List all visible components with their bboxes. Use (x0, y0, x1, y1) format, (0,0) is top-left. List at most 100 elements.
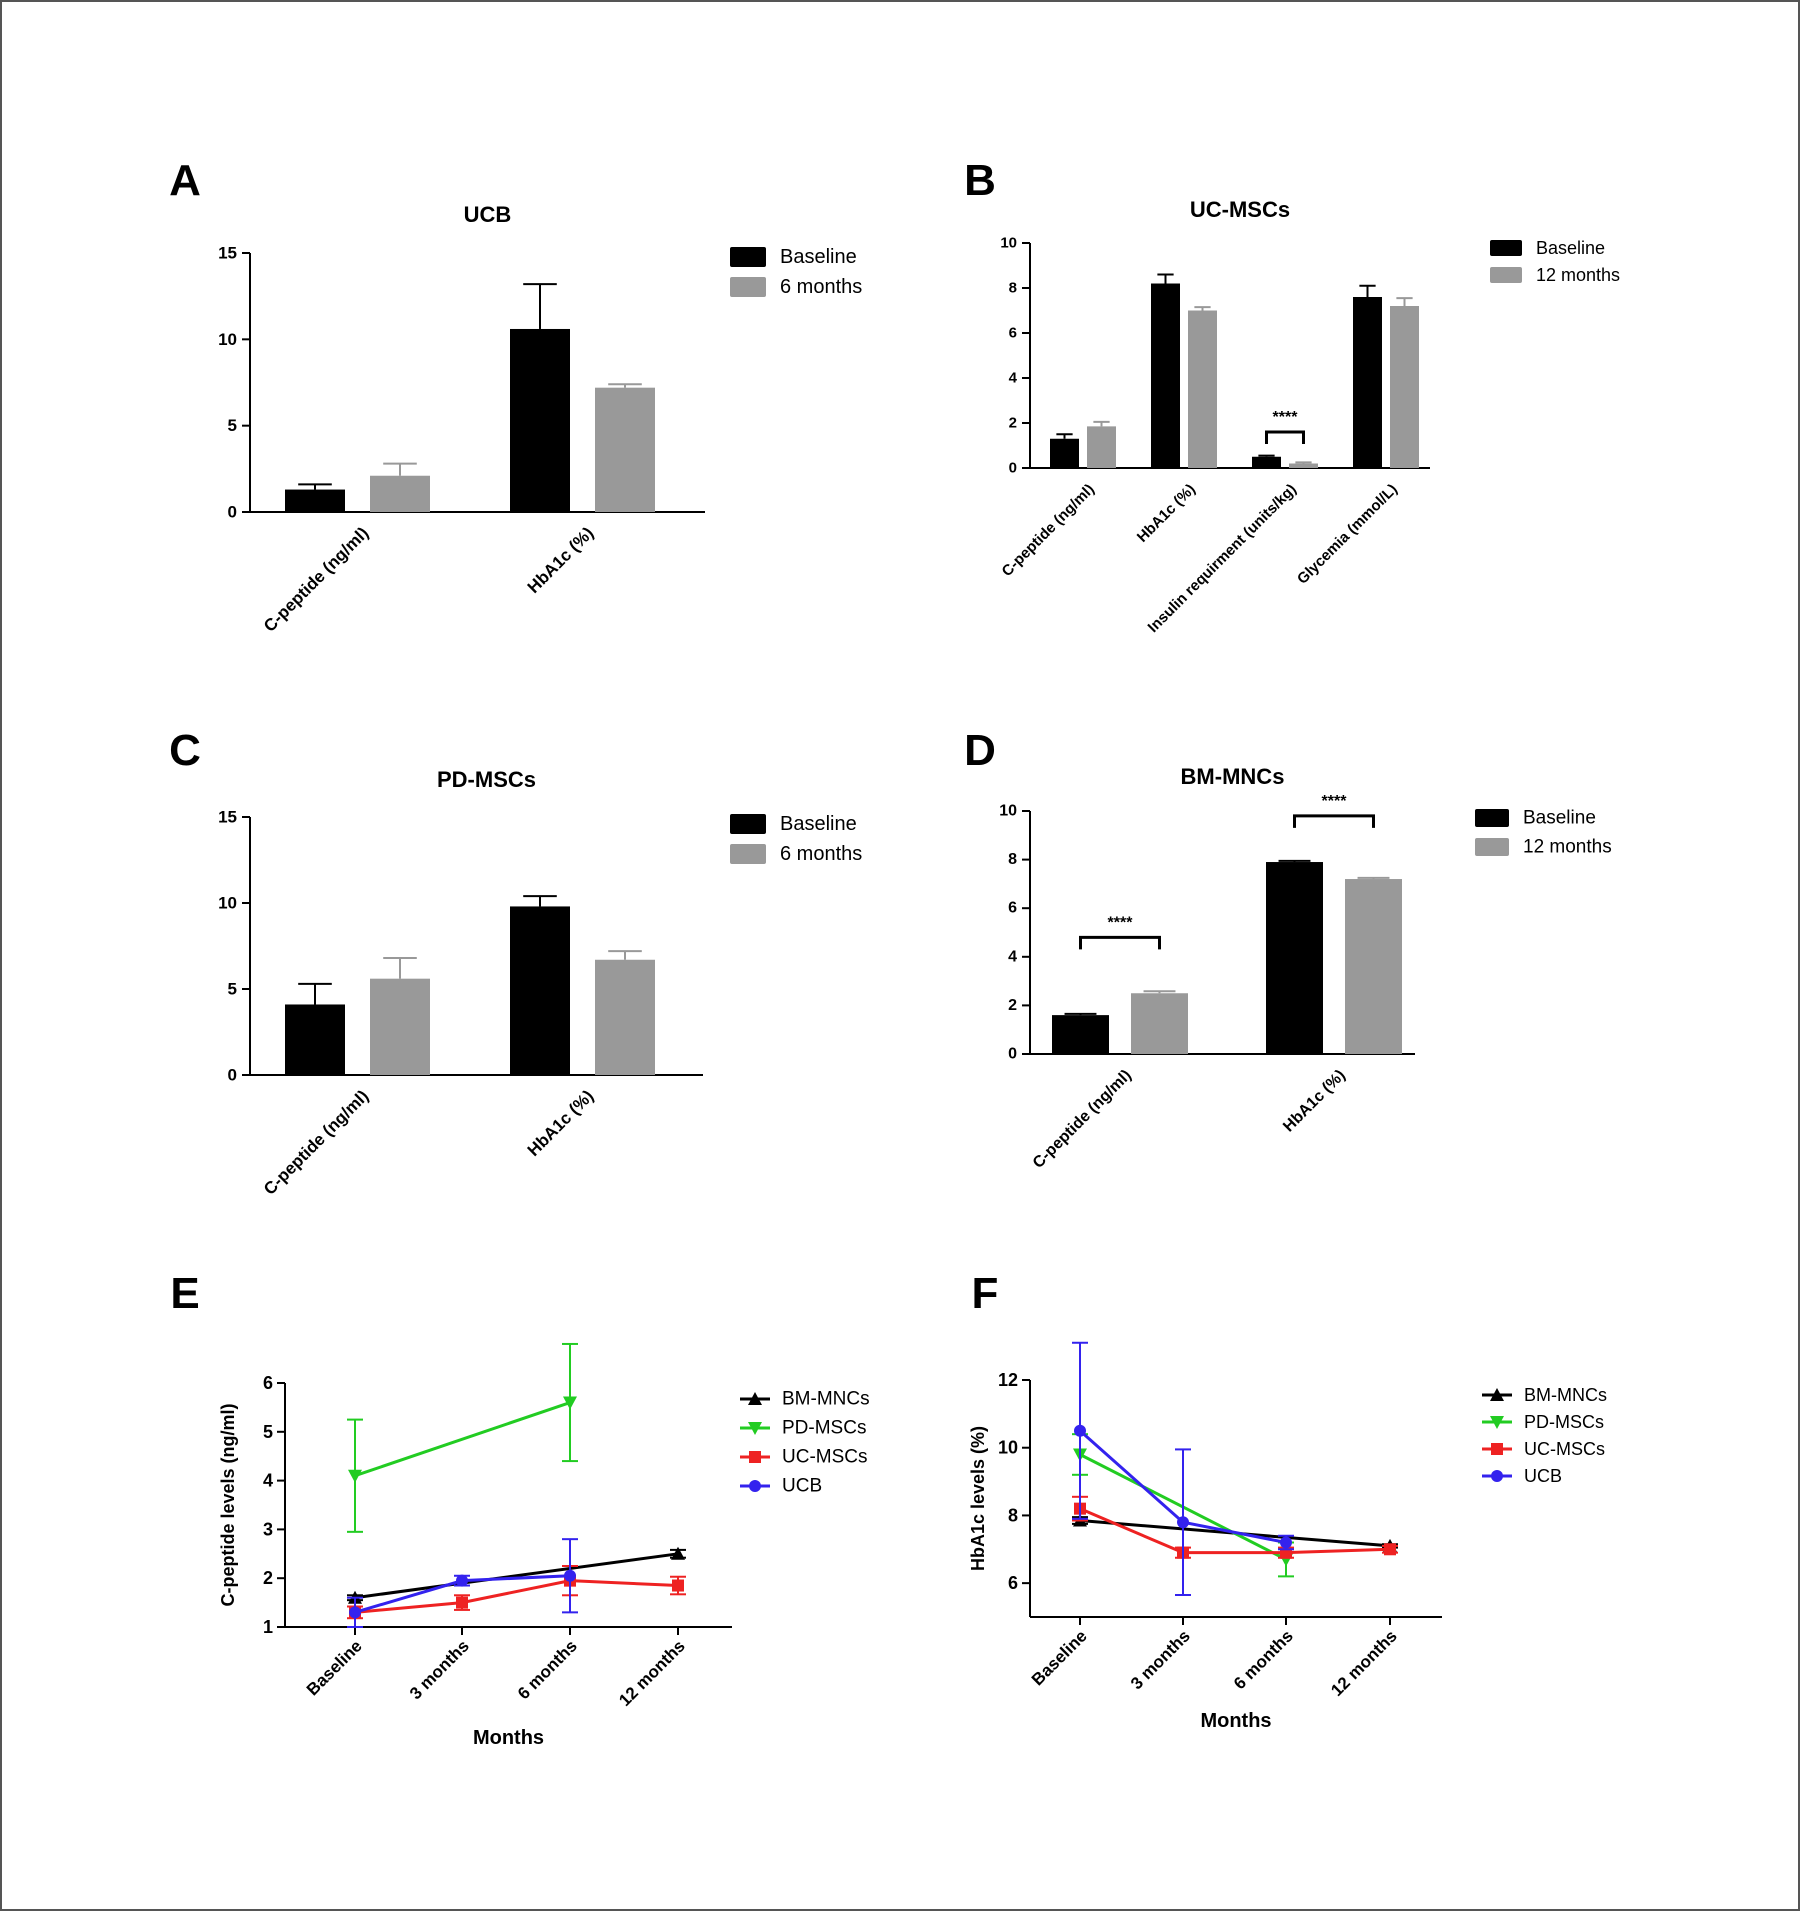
legend-marker (749, 1451, 761, 1463)
y-tick-label: 8 (1008, 1505, 1018, 1525)
legend-marker (749, 1480, 761, 1492)
x-tick-label: C-peptide (ng/ml) (260, 523, 372, 635)
y-tick-label: 10 (998, 1438, 1018, 1458)
y-tick-label: 1 (263, 1617, 273, 1637)
legend-label: PD-MSCs (782, 1418, 866, 1439)
legend-label: BM-MNCs (1524, 1385, 1607, 1405)
series-line-uc-mscs (1079, 1507, 1391, 1555)
bar (285, 1004, 345, 1075)
x-tick-label: C-peptide (ng/ml) (260, 1086, 372, 1198)
x-tick-label: HbA1c (%) (524, 523, 598, 597)
y-axis-label: HbA1c levels (%) (968, 1426, 988, 1571)
data-point-ucb (1280, 1536, 1292, 1549)
panel-e-chart: 1 2 3 4 5 6 Baseline 3 months 6 months 12 months C… (218, 1342, 870, 1749)
bar (370, 978, 430, 1075)
x-tick-label: C-peptide (ng/ml) (1030, 1067, 1135, 1172)
series-line-uc-mscs (354, 1579, 679, 1614)
y-axis-label: C-peptide levels (ng/ml) (218, 1403, 238, 1606)
y-tick-label: 4 (1008, 948, 1017, 965)
legend-label: UCB (1524, 1466, 1562, 1486)
y-tick-label: 12 (998, 1370, 1018, 1390)
data-point-pd-mscs (563, 1396, 577, 1410)
data-point-pd-mscs (348, 1469, 362, 1483)
legend-swatch (730, 814, 766, 834)
y-tick-label: 10 (218, 894, 237, 913)
data-point-ucb (1177, 1516, 1189, 1529)
panel-label-f: F (972, 1269, 999, 1318)
data-point-ucb (1074, 1424, 1086, 1437)
y-tick-label: 8 (1008, 851, 1017, 868)
x-tick-label: HbA1c (%) (524, 1086, 598, 1160)
bar (1345, 879, 1402, 1054)
y-tick-label: 0 (1009, 460, 1017, 477)
panel-label-d: D (964, 726, 996, 775)
legend-swatch (1475, 809, 1509, 827)
legend-marker (1490, 1388, 1504, 1401)
x-tick-label: Glycemia (mmol/L) (1294, 481, 1401, 588)
legend-label: 6 months (780, 276, 862, 298)
bar (285, 489, 345, 512)
bar (595, 959, 655, 1075)
bar (1188, 310, 1217, 468)
panel-d-chart: BM-MNCs 0 2 4 6 8 10 C-peptide (ng/ml) HbA1c (%)… (999, 764, 1612, 1172)
legend-label: 6 months (780, 843, 862, 865)
legend-label: 12 months (1536, 265, 1620, 285)
panel-label-e: E (170, 1269, 199, 1318)
bar (510, 906, 570, 1075)
y-tick-label: 4 (263, 1471, 273, 1491)
legend-swatch (730, 247, 766, 267)
y-tick-label: 6 (263, 1373, 273, 1393)
legend-marker (1491, 1470, 1503, 1482)
legend-label: PD-MSCs (1524, 1412, 1604, 1432)
y-tick-label: 2 (1008, 997, 1017, 1014)
bar (1151, 283, 1180, 468)
y-tick-label: 0 (1008, 1046, 1017, 1063)
x-tick-label: 12 months (615, 1636, 689, 1710)
bar (1252, 456, 1281, 468)
legend-label: Baseline (1523, 808, 1596, 829)
legend-label: Baseline (780, 813, 857, 835)
panel-f-chart: 6 8 10 12 Baseline 3 months 6 months 12 months H… (968, 1341, 1607, 1732)
panel-label-b: B (964, 156, 996, 205)
y-tick-label: 2 (1009, 415, 1017, 432)
panel-a-chart: UCB 0 5 10 15 C-peptide (ng/ml) HbA1c (%) Basel… (218, 202, 862, 636)
legend-label: 12 months (1523, 837, 1612, 858)
bar (1050, 438, 1079, 468)
y-tick-label: 0 (228, 1066, 237, 1085)
bar (370, 475, 430, 512)
data-point-uc-mscs (456, 1596, 468, 1609)
legend-marker (748, 1422, 762, 1435)
bar (1266, 862, 1323, 1054)
y-tick-label: 8 (1009, 280, 1017, 297)
legend-label: UCB (782, 1476, 822, 1497)
legend-swatch (1490, 267, 1522, 283)
data-point-ucb (456, 1574, 468, 1587)
data-point-bm-mncs (671, 1546, 685, 1560)
data-point-uc-mscs (672, 1579, 684, 1592)
data-point-ucb (564, 1569, 576, 1582)
legend-swatch (730, 277, 766, 297)
significance-label: **** (1322, 793, 1348, 810)
bar (510, 328, 570, 512)
data-point-uc-mscs (1384, 1543, 1396, 1556)
bar (1353, 297, 1382, 468)
significance-label: **** (1108, 914, 1134, 931)
y-tick-label: 10 (218, 330, 237, 349)
y-tick-label: 3 (263, 1519, 273, 1539)
panel-b-chart: UC-MSCs 0 2 4 6 8 10 C-peptide (ng/ml) HbA1c (%)… (999, 197, 1620, 636)
bar (1289, 463, 1318, 468)
chart-title: BM-MNCs (1181, 764, 1285, 789)
bar (1131, 993, 1188, 1054)
y-tick-label: 5 (228, 980, 237, 999)
bar (595, 387, 655, 512)
significance-bracket (1079, 935, 1161, 950)
y-tick-label: 0 (228, 503, 237, 522)
significance-bracket (1293, 814, 1375, 828)
x-axis-label: Months (473, 1727, 544, 1749)
legend-marker (1490, 1416, 1504, 1429)
legend-label: Baseline (780, 246, 857, 268)
y-tick-label: 5 (228, 416, 237, 435)
y-tick-label: 6 (1008, 1573, 1018, 1593)
